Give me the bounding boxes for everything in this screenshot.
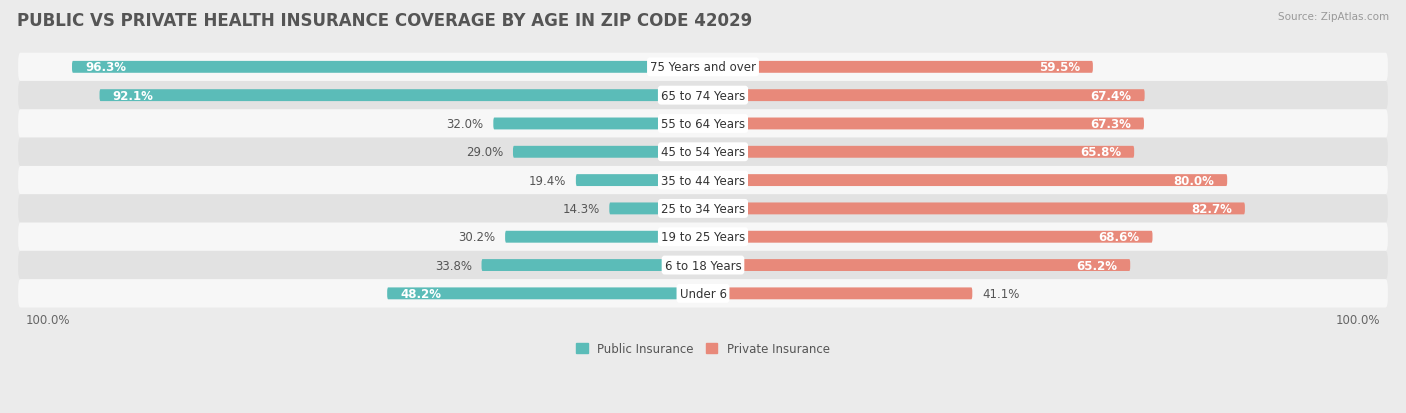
FancyBboxPatch shape xyxy=(703,147,1135,158)
Text: 30.2%: 30.2% xyxy=(458,231,495,244)
FancyBboxPatch shape xyxy=(387,288,703,299)
Text: 25 to 34 Years: 25 to 34 Years xyxy=(661,202,745,216)
Text: 14.3%: 14.3% xyxy=(562,202,599,216)
Text: 19 to 25 Years: 19 to 25 Years xyxy=(661,231,745,244)
FancyBboxPatch shape xyxy=(18,110,1388,138)
Text: 75 Years and over: 75 Years and over xyxy=(650,61,756,74)
Text: 55 to 64 Years: 55 to 64 Years xyxy=(661,118,745,131)
Text: 92.1%: 92.1% xyxy=(112,90,153,102)
Text: 67.4%: 67.4% xyxy=(1091,90,1132,102)
Text: 80.0%: 80.0% xyxy=(1173,174,1215,187)
FancyBboxPatch shape xyxy=(703,231,1153,243)
Text: 65.2%: 65.2% xyxy=(1076,259,1118,272)
FancyBboxPatch shape xyxy=(703,259,1130,271)
FancyBboxPatch shape xyxy=(18,54,1388,82)
FancyBboxPatch shape xyxy=(576,175,703,187)
Text: 41.1%: 41.1% xyxy=(983,287,1019,300)
Text: 68.6%: 68.6% xyxy=(1098,231,1139,244)
FancyBboxPatch shape xyxy=(481,259,703,271)
Legend: Public Insurance, Private Insurance: Public Insurance, Private Insurance xyxy=(571,337,835,360)
Text: Source: ZipAtlas.com: Source: ZipAtlas.com xyxy=(1278,12,1389,22)
Text: 48.2%: 48.2% xyxy=(401,287,441,300)
FancyBboxPatch shape xyxy=(703,203,1244,215)
FancyBboxPatch shape xyxy=(72,62,703,74)
FancyBboxPatch shape xyxy=(18,138,1388,166)
Text: 33.8%: 33.8% xyxy=(434,259,471,272)
Text: 35 to 44 Years: 35 to 44 Years xyxy=(661,174,745,187)
Text: 59.5%: 59.5% xyxy=(1039,61,1080,74)
Text: 19.4%: 19.4% xyxy=(529,174,567,187)
FancyBboxPatch shape xyxy=(18,82,1388,110)
Text: 6 to 18 Years: 6 to 18 Years xyxy=(665,259,741,272)
FancyBboxPatch shape xyxy=(513,147,703,158)
Text: 96.3%: 96.3% xyxy=(86,61,127,74)
FancyBboxPatch shape xyxy=(494,118,703,130)
FancyBboxPatch shape xyxy=(505,231,703,243)
FancyBboxPatch shape xyxy=(100,90,703,102)
FancyBboxPatch shape xyxy=(609,203,703,215)
FancyBboxPatch shape xyxy=(703,175,1227,187)
Text: 65.8%: 65.8% xyxy=(1080,146,1121,159)
Text: 29.0%: 29.0% xyxy=(465,146,503,159)
FancyBboxPatch shape xyxy=(18,195,1388,223)
Text: PUBLIC VS PRIVATE HEALTH INSURANCE COVERAGE BY AGE IN ZIP CODE 42029: PUBLIC VS PRIVATE HEALTH INSURANCE COVER… xyxy=(17,12,752,30)
FancyBboxPatch shape xyxy=(703,288,973,299)
FancyBboxPatch shape xyxy=(703,62,1092,74)
FancyBboxPatch shape xyxy=(703,90,1144,102)
Text: 65 to 74 Years: 65 to 74 Years xyxy=(661,90,745,102)
Text: 45 to 54 Years: 45 to 54 Years xyxy=(661,146,745,159)
Text: 82.7%: 82.7% xyxy=(1191,202,1232,216)
FancyBboxPatch shape xyxy=(703,118,1144,130)
FancyBboxPatch shape xyxy=(18,166,1388,195)
FancyBboxPatch shape xyxy=(18,251,1388,280)
Text: Under 6: Under 6 xyxy=(679,287,727,300)
FancyBboxPatch shape xyxy=(18,223,1388,251)
Text: 67.3%: 67.3% xyxy=(1090,118,1130,131)
Text: 32.0%: 32.0% xyxy=(446,118,484,131)
FancyBboxPatch shape xyxy=(18,280,1388,308)
